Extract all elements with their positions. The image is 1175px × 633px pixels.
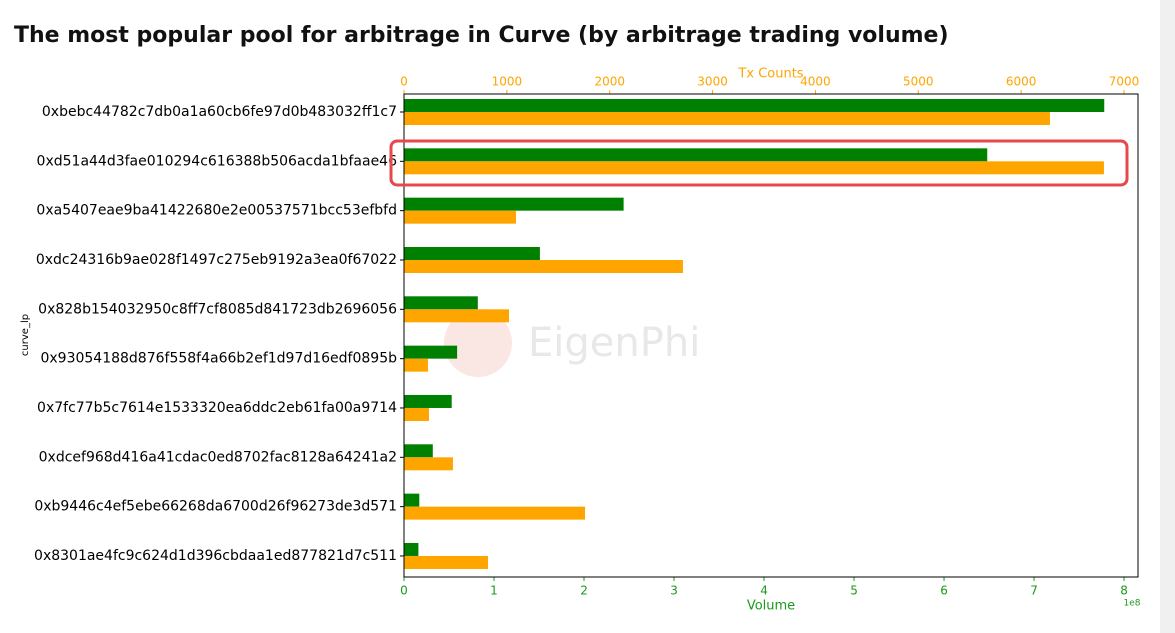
x-tick-label: 0 [400,584,408,598]
y-tick-label: 0x7fc77b5c7614e1533320ea6ddc2eb61fa00a97… [37,400,397,416]
bar [404,296,478,310]
bar [404,345,458,359]
x2-axis-label: Tx Counts [737,67,803,82]
side-strip [1160,0,1175,633]
bar [404,493,420,507]
bar [404,457,453,471]
y-tick-label: 0x828b154032950c8ff7cf8085d841723db26960… [38,301,397,317]
bar [404,358,428,372]
bar [404,394,452,408]
bar [404,99,1105,112]
bar [404,112,1050,125]
y-tick-label: 0x93054188d876f558f4a66b2ef1d97d16edf089… [40,351,397,367]
bar [404,309,510,323]
bar [404,246,540,260]
plot-frame [403,93,1139,578]
x2-tick-label: 7000 [1109,75,1140,89]
bar [404,506,586,520]
x2-tick-label: 0 [400,75,408,89]
bar [404,197,624,211]
bar [404,555,489,569]
y-tick-label: 0xdcef968d416a41cdac0ed8702fac8128a64241… [39,449,397,465]
x-tick-label: 1 [490,584,498,598]
watermark: EigenPhi [528,320,700,366]
bar [404,161,1104,175]
y-tick-label: 0xbebc44782c7db0a1a60cb6fe97d0b483032ff1… [42,104,397,120]
bar [404,407,429,421]
y-tick-label: 0xa5407eae9ba41422680e2e00537571bcc53efb… [36,203,397,219]
bar [404,210,517,224]
x-tick-label: 7 [1030,584,1038,598]
x2-tick-label: 1000 [492,75,523,89]
y-tick-label: 0xd51a44d3fae010294c616388b506acda1bfaae… [37,153,398,169]
x-offset-label: 1e8 [1124,599,1141,609]
x2-tick-label: 2000 [594,75,625,89]
bar [404,542,419,556]
x2-tick-label: 5000 [903,75,934,89]
x-tick-label: 6 [940,584,948,598]
y-tick-label: 0x8301ae4fc9c624d1d396cbdaa1ed877821d7c5… [34,548,397,564]
x-tick-label: 4 [760,584,768,598]
x-tick-label: 2 [580,584,588,598]
bar [404,444,433,458]
x-tick-label: 8 [1120,584,1128,598]
chart-title: The most popular pool for arbitrage in C… [14,23,949,48]
y-tick-label: 0xb9446c4ef5ebe66268da6700d26f96273de3d5… [34,499,397,515]
x2-tick-label: 3000 [697,75,728,89]
bar [404,148,988,162]
bar [404,259,683,273]
highlight-box [389,139,1129,187]
y-tick-label: 0xdc24316b9ae028f1497c275eb9192a3ea0f670… [36,252,397,268]
x-axis-label: Volume [747,599,795,614]
y-axis-label: curve_lp [20,314,31,356]
watermark-logo [444,309,512,377]
x-tick-label: 3 [670,584,678,598]
x2-tick-label: 6000 [1006,75,1037,89]
x2-tick-label: 4000 [800,75,831,89]
x-tick-label: 5 [850,584,858,598]
